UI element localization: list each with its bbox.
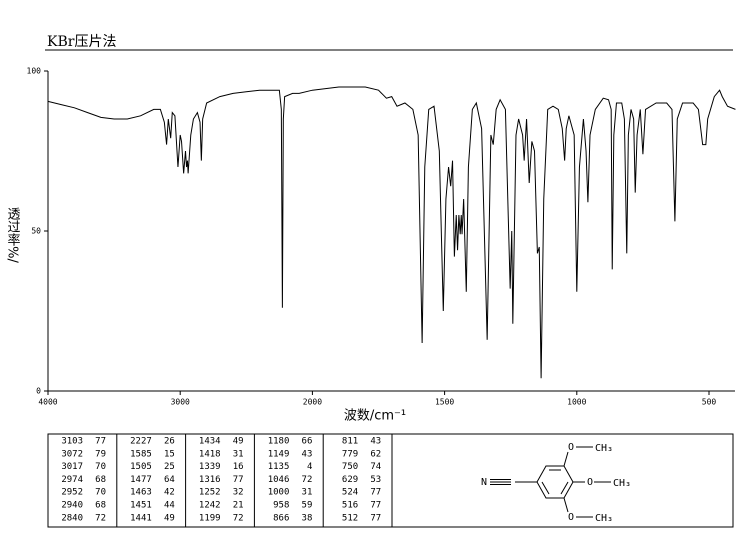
wavenumber-cell: 512	[342, 513, 358, 523]
y-tick-label: 50	[31, 227, 41, 236]
peak-table: 3103 77 3072 79 3017 70 2974 68 2952 70 2940 68 2840…	[61, 434, 381, 527]
wavenumber-cell: 1199	[199, 513, 221, 523]
x-axis-label: 波数/cm⁻¹	[344, 409, 406, 424]
wavenumber-cell: 516	[342, 501, 358, 511]
transmittance-cell: 77	[233, 475, 244, 485]
transmittance-cell: 72	[302, 475, 313, 485]
wavenumber-cell: 3017	[61, 462, 83, 472]
transmittance-cell: 72	[233, 513, 244, 523]
transmittance-cell: 44	[164, 501, 175, 511]
transmittance-cell: 43	[302, 449, 313, 459]
atom-label: CH₃	[595, 513, 613, 524]
wavenumber-cell: 811	[342, 437, 358, 447]
transmittance-cell: 31	[233, 449, 244, 459]
x-tick-label: 2000	[303, 398, 322, 407]
y-tick-label: 100	[27, 67, 42, 76]
wavenumber-cell: 1046	[268, 475, 290, 485]
spectrum-line	[47, 86, 736, 379]
wavenumber-cell: 3103	[61, 437, 83, 447]
bond	[563, 451, 569, 467]
transmittance-cell: 21	[233, 501, 244, 511]
x-tick-label: 1500	[435, 398, 454, 407]
wavenumber-cell: 1339	[199, 462, 221, 472]
transmittance-cell: 77	[95, 437, 106, 447]
transmittance-cell: 64	[164, 475, 175, 485]
wavenumber-cell: 1441	[130, 513, 152, 523]
wavenumber-cell: 524	[342, 488, 358, 498]
y-tick-label: 0	[36, 387, 41, 396]
transmittance-cell: 77	[370, 501, 381, 511]
structure: N O CH₃ O CH₃ O CH₃	[481, 442, 631, 524]
wavenumber-cell: 3072	[61, 449, 83, 459]
transmittance-cell: 4	[307, 462, 312, 472]
x-tick-label: 4000	[38, 398, 57, 407]
atom-label: N	[481, 477, 487, 488]
transmittance-cell: 31	[302, 488, 313, 498]
transmittance-cell: 68	[95, 475, 106, 485]
wavenumber-cell: 1149	[268, 449, 290, 459]
wavenumber-cell: 629	[342, 475, 358, 485]
transmittance-cell: 25	[164, 462, 175, 472]
transmittance-cell: 66	[302, 437, 313, 447]
transmittance-cell: 70	[95, 462, 106, 472]
wavenumber-cell: 2940	[61, 501, 83, 511]
wavenumber-cell: 2974	[61, 475, 83, 485]
bond	[560, 481, 569, 495]
transmittance-cell: 32	[233, 488, 244, 498]
wavenumber-cell: 866	[273, 513, 289, 523]
wavenumber-cell: 1434	[199, 437, 221, 447]
atom-label: CH₃	[595, 443, 613, 454]
plot	[44, 70, 736, 395]
wavenumber-cell: 1451	[130, 501, 152, 511]
wavenumber-cell: 2840	[61, 513, 83, 523]
x-tick-label: 3000	[171, 398, 190, 407]
wavenumber-cell: 1000	[268, 488, 290, 498]
transmittance-cell: 43	[370, 437, 381, 447]
transmittance-cell: 42	[164, 488, 175, 498]
transmittance-cell: 15	[164, 449, 175, 459]
wavenumber-cell: 750	[342, 462, 358, 472]
transmittance-cell: 79	[95, 449, 106, 459]
transmittance-cell: 16	[233, 462, 244, 472]
wavenumber-cell: 1585	[130, 449, 152, 459]
wavenumber-cell: 1135	[268, 462, 290, 472]
transmittance-cell: 77	[370, 513, 381, 523]
x-tick-label: 500	[702, 398, 717, 407]
wavenumber-cell: 1505	[130, 462, 152, 472]
transmittance-cell: 70	[95, 488, 106, 498]
y-axis-label: 透过率%/	[5, 207, 21, 263]
table-box	[47, 433, 734, 528]
transmittance-cell: 38	[302, 513, 313, 523]
wavenumber-cell: 1180	[268, 437, 290, 447]
transmittance-cell: 59	[302, 501, 313, 511]
transmittance-cell: 49	[233, 437, 244, 447]
wavenumber-cell: 779	[342, 449, 358, 459]
atom-label: O	[568, 442, 574, 453]
wavenumber-cell: 1477	[130, 475, 152, 485]
bond	[563, 497, 569, 513]
transmittance-cell: 53	[370, 475, 381, 485]
atom-label: CH₃	[613, 478, 631, 489]
transmittance-cell: 26	[164, 437, 175, 447]
transmittance-cell: 62	[370, 449, 381, 459]
transmittance-cell: 77	[370, 488, 381, 498]
wavenumber-cell: 2952	[61, 488, 83, 498]
wavenumber-cell: 1316	[199, 475, 221, 485]
transmittance-cell: 49	[164, 513, 175, 523]
transmittance-cell: 74	[370, 462, 381, 472]
title: KBr压片法	[47, 34, 116, 50]
wavenumber-cell: 1463	[130, 488, 152, 498]
wavenumber-cell: 1242	[199, 501, 221, 511]
wavenumber-cell: 958	[273, 501, 289, 511]
bond	[541, 481, 550, 495]
wavenumber-cell: 1252	[199, 488, 221, 498]
atom-label: O	[587, 477, 593, 488]
transmittance-cell: 68	[95, 501, 106, 511]
wavenumber-cell: 1418	[199, 449, 221, 459]
transmittance-cell: 72	[95, 513, 106, 523]
atom-label: O	[568, 512, 574, 523]
wavenumber-cell: 2227	[130, 437, 152, 447]
x-tick-label: 1000	[567, 398, 586, 407]
